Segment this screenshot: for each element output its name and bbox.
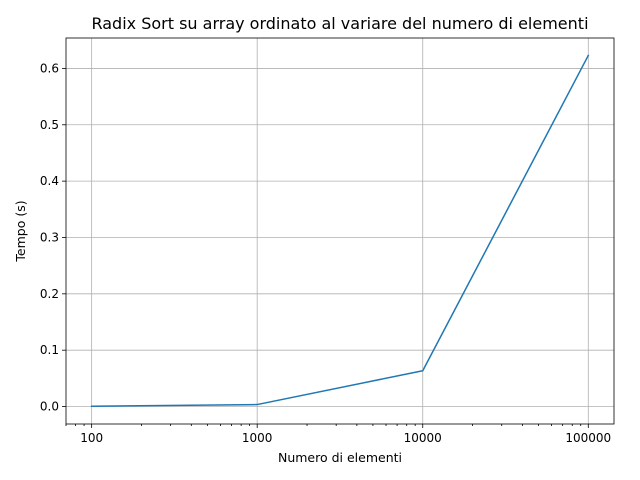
chart-title: Radix Sort su array ordinato al variare … (91, 14, 588, 33)
x-tick-label: 100000 (565, 431, 611, 445)
grid-lines (66, 38, 614, 424)
x-tick-label: 10000 (404, 431, 442, 445)
axes (65, 37, 615, 425)
x-axis-ticks: 100 1000 10000 100000 (65, 424, 611, 445)
y-axis-ticks: 0.0 0.1 0.2 0.3 0.4 0.5 0.6 (40, 61, 66, 414)
series-layer (90, 54, 590, 407)
y-tick-label: 0.6 (40, 61, 59, 75)
y-tick-label: 0.3 (40, 230, 59, 244)
plot-frame (65, 37, 615, 425)
x-tick-label: 100 (80, 431, 103, 445)
y-tick-label: 0.4 (40, 174, 59, 188)
y-tick-label: 0.1 (40, 343, 59, 357)
x-axis-label: Numero di elementi (278, 450, 402, 465)
series-line (90, 54, 590, 407)
y-tick-label: 0.0 (40, 400, 59, 414)
y-tick-label: 0.5 (40, 118, 59, 132)
y-axis-label: Tempo (s) (13, 200, 28, 262)
y-tick-label: 0.2 (40, 287, 59, 301)
x-tick-label: 1000 (242, 431, 273, 445)
